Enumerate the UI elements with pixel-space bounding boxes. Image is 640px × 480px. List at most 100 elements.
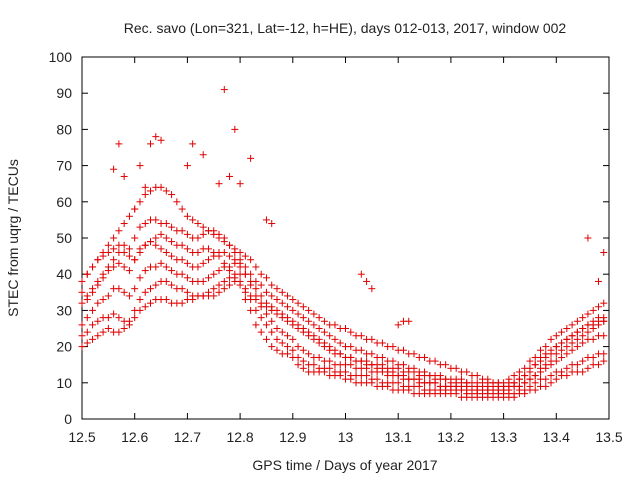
data-point (247, 270, 255, 278)
data-point (104, 325, 112, 332)
data-point (515, 375, 523, 383)
data-point (120, 172, 128, 180)
data-point (183, 162, 191, 170)
data-point (579, 339, 587, 347)
data-point (168, 238, 176, 246)
data-point (104, 314, 112, 322)
data-point (542, 350, 550, 358)
data-point (99, 248, 107, 256)
data-point (305, 350, 313, 358)
data-point (125, 212, 133, 220)
data-point (189, 140, 197, 148)
data-point (215, 252, 223, 260)
data-point (220, 285, 228, 293)
y-tick-label: 70 (56, 158, 72, 174)
data-point (152, 133, 160, 141)
data-point (331, 335, 339, 343)
data-point (526, 364, 534, 372)
data-point (494, 379, 502, 387)
data-point (310, 321, 318, 329)
data-point (452, 364, 460, 372)
data-point (389, 368, 397, 376)
data-point (573, 343, 581, 351)
data-point (563, 335, 571, 343)
data-point (273, 296, 281, 304)
data-point (573, 335, 581, 343)
data-point (389, 343, 397, 351)
data-point (536, 364, 544, 372)
data-point (563, 343, 571, 351)
x-tick-label: 13.2 (437, 429, 464, 445)
data-point (83, 292, 91, 300)
data-point (289, 346, 297, 354)
data-point (236, 248, 244, 256)
data-point (162, 220, 170, 228)
data-point (299, 314, 307, 322)
data-point (368, 350, 376, 358)
data-point (189, 216, 197, 224)
data-point (521, 386, 529, 394)
x-tick-label: 12.8 (226, 429, 253, 445)
x-tick-label: 13.3 (490, 429, 517, 445)
data-point (183, 230, 191, 238)
data-point (183, 259, 191, 267)
data-point (136, 223, 144, 231)
data-point (347, 361, 355, 369)
data-point (299, 346, 307, 354)
data-point (210, 285, 218, 293)
data-point (110, 234, 118, 242)
data-point (125, 252, 133, 260)
data-point (141, 288, 149, 296)
data-point (526, 357, 534, 365)
data-point (336, 350, 344, 358)
data-point (78, 332, 86, 340)
data-point (178, 285, 186, 293)
data-point (136, 162, 144, 170)
data-point (120, 241, 128, 249)
data-point (136, 274, 144, 282)
data-point (94, 299, 102, 307)
data-point (600, 332, 608, 340)
data-point (399, 361, 407, 369)
data-point (83, 328, 91, 336)
data-point (162, 234, 170, 242)
data-point (421, 368, 429, 376)
data-point (173, 198, 181, 206)
y-tick-label: 60 (56, 194, 72, 210)
data-point (147, 285, 155, 293)
data-point (183, 288, 191, 296)
y-tick-label: 30 (56, 302, 72, 318)
data-points (78, 86, 608, 401)
data-point (563, 350, 571, 358)
data-point (600, 357, 608, 365)
data-point (442, 361, 450, 369)
data-point (252, 296, 260, 304)
data-point (452, 382, 460, 390)
data-point (294, 353, 302, 361)
data-point (558, 346, 566, 354)
data-point (536, 346, 544, 354)
data-point (178, 241, 186, 249)
data-point (141, 303, 149, 311)
data-point (558, 328, 566, 336)
data-point (94, 332, 102, 340)
data-point (531, 361, 539, 369)
data-point (162, 248, 170, 256)
data-point (231, 125, 239, 133)
data-point (579, 368, 587, 376)
data-point (579, 314, 587, 322)
data-point (204, 245, 212, 253)
data-point (78, 288, 86, 296)
data-point (141, 220, 149, 228)
y-tick-label: 40 (56, 266, 72, 282)
data-point (162, 277, 170, 285)
data-point (147, 187, 155, 195)
data-point (231, 245, 239, 253)
data-point (278, 288, 286, 296)
data-point (83, 314, 91, 322)
data-point (278, 314, 286, 322)
x-axis-label: GPS time / Days of year 2017 (252, 457, 437, 473)
data-point (204, 274, 212, 282)
data-point (257, 270, 265, 278)
data-point (589, 325, 597, 332)
